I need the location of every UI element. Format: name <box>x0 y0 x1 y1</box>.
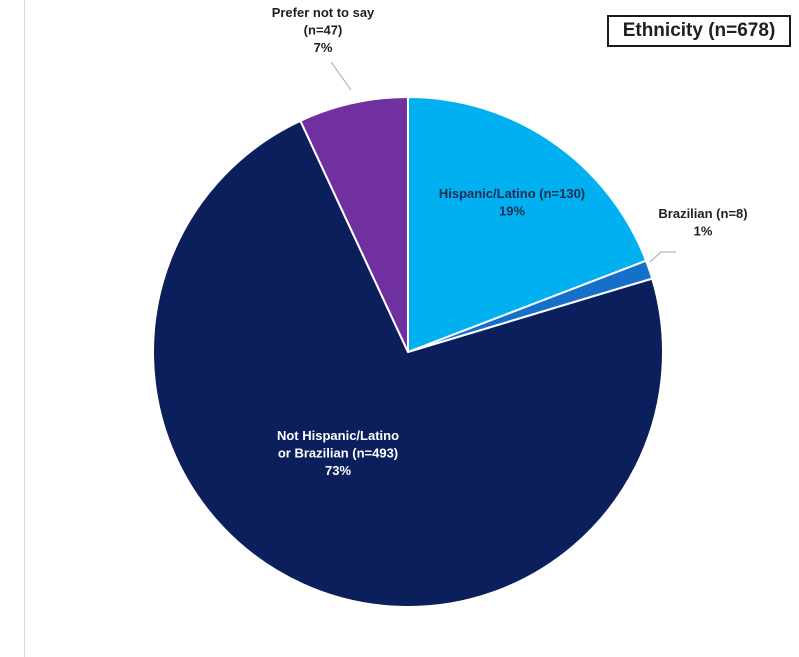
leader-line <box>330 61 352 91</box>
chart-title: Ethnicity (n=678) <box>622 20 776 41</box>
data-label-line: (n=47) <box>304 23 343 38</box>
data-label-line: 19% <box>499 204 525 219</box>
data-label-line: 1% <box>694 224 713 239</box>
data-label-line: Not Hispanic/Latino <box>277 428 399 443</box>
data-label-line: Brazilian (n=8) <box>658 206 747 221</box>
data-label-line: or Brazilian (n=493) <box>278 446 398 461</box>
data-label-line: 73% <box>325 463 351 478</box>
pie-slice-not-hispanic-latino-or-brazilian <box>152 119 664 608</box>
data-label: Brazilian (n=8) 1% <box>658 206 747 239</box>
pie-slice-hispanic-latino <box>407 96 648 353</box>
data-label: Prefer not to say (n=47) 7% <box>272 5 375 55</box>
data-label-line: 7% <box>314 40 333 55</box>
leader-line <box>649 251 676 263</box>
data-label-line: Hispanic/Latino (n=130) <box>439 186 585 201</box>
chart-title-box: Ethnicity (n=678) <box>607 15 791 47</box>
data-label-line: Prefer not to say <box>272 5 375 20</box>
pie-slice-prefer-not-to-say <box>299 96 409 353</box>
data-label: Not Hispanic/Latino or Brazilian (n=493) 7… <box>277 428 399 478</box>
data-label: Hispanic/Latino (n=130) 19% <box>439 186 585 219</box>
